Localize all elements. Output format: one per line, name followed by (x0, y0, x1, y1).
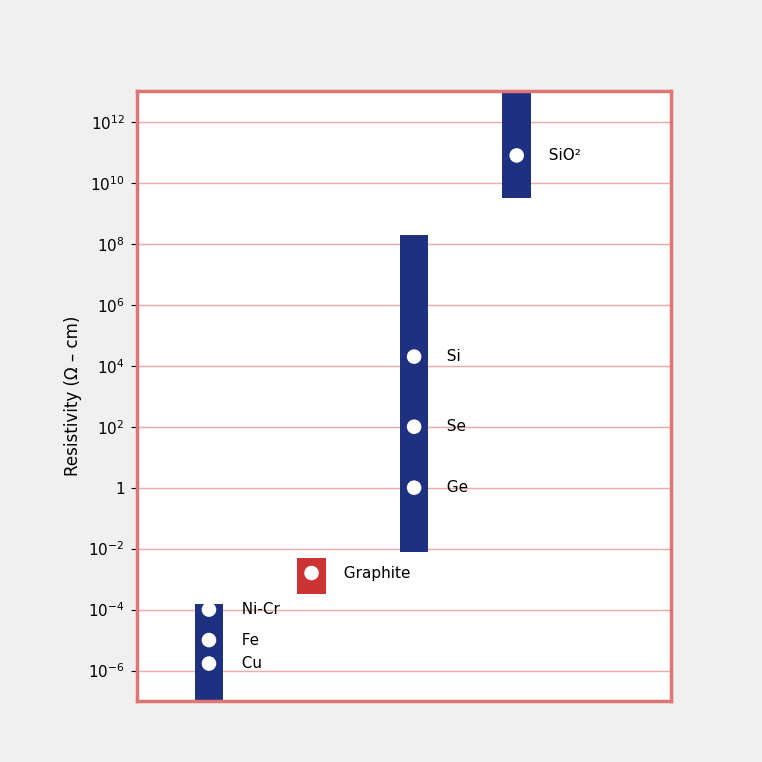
Bar (194, 604, 223, 710)
Text: Graphite: Graphite (334, 565, 411, 581)
Bar (400, 235, 428, 552)
Point (306, 567, 318, 579)
Point (511, 149, 523, 162)
Text: Si: Si (437, 349, 460, 364)
Text: Se: Se (437, 419, 466, 434)
Point (408, 421, 420, 433)
Bar (502, 61, 531, 198)
Text: Ge: Ge (437, 480, 468, 495)
Point (203, 658, 215, 670)
Bar (297, 558, 326, 594)
Y-axis label: Resistivity (Ω – cm): Resistivity (Ω – cm) (65, 316, 82, 476)
Text: Cu: Cu (232, 656, 261, 671)
Text: Fe: Fe (232, 632, 258, 648)
Text: SiO²: SiO² (539, 148, 581, 163)
Point (203, 604, 215, 616)
Text: Ni-Cr: Ni-Cr (232, 602, 280, 617)
Point (203, 634, 215, 646)
Point (408, 482, 420, 494)
Point (408, 351, 420, 363)
